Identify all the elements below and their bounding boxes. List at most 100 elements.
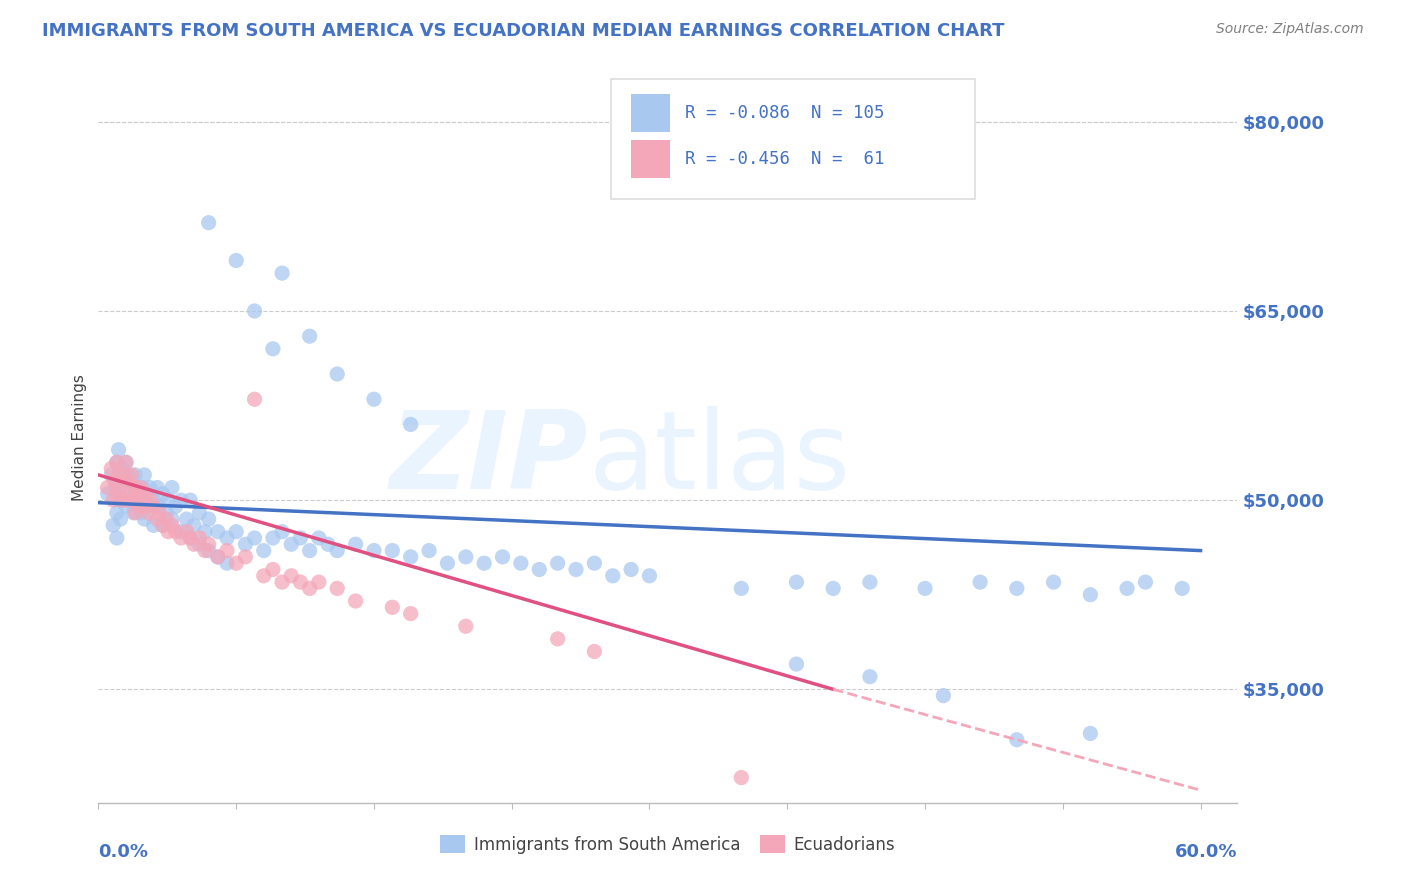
Point [399,417,422,432]
Point [207,549,229,564]
Point [253,569,276,583]
Point [785,657,807,671]
Point [262,531,284,545]
Legend: Immigrants from South America, Ecuadorians: Immigrants from South America, Ecuadoria… [434,829,901,860]
Text: R = -0.456  N =  61: R = -0.456 N = 61 [685,150,884,168]
Point [100,461,122,475]
Point [104,474,127,488]
Text: IMMIGRANTS FROM SOUTH AMERICA VS ECUADORIAN MEDIAN EARNINGS CORRELATION CHART: IMMIGRANTS FROM SOUTH AMERICA VS ECUADOR… [42,22,1005,40]
Point [308,575,330,590]
Point [134,512,156,526]
Point [932,689,955,703]
Point [194,524,217,539]
Point [136,500,159,514]
FancyBboxPatch shape [631,140,671,178]
Point [112,481,135,495]
Point [454,619,477,633]
Point [155,506,177,520]
Point [399,607,422,621]
Point [1042,575,1064,590]
FancyBboxPatch shape [612,78,976,200]
Point [399,549,422,564]
Point [316,537,339,551]
Point [117,467,139,482]
Point [115,493,138,508]
Point [280,537,302,551]
Point [148,500,170,514]
Point [207,549,229,564]
Point [188,537,211,551]
Point [188,531,211,545]
Point [243,304,266,318]
Point [135,487,157,501]
Point [139,493,162,508]
Point [207,524,229,539]
Point [197,512,219,526]
Point [157,524,180,539]
Point [225,524,247,539]
Point [1116,582,1139,596]
Point [97,481,120,495]
Point [298,543,321,558]
Point [344,537,367,551]
Point [454,549,477,564]
Point [142,493,165,508]
Point [565,562,588,576]
Point [101,518,124,533]
Point [101,493,124,508]
Point [225,556,247,570]
Point [176,512,198,526]
Point [290,575,312,590]
Point [170,493,193,508]
Point [118,487,141,501]
Point [381,600,404,615]
Point [197,537,219,551]
Text: ZIP: ZIP [389,406,588,512]
Point [128,500,150,514]
Point [129,506,152,520]
Point [271,575,294,590]
Text: 60.0%: 60.0% [1175,843,1237,861]
Point [142,518,165,533]
Point [363,392,385,407]
Point [124,506,146,520]
Point [128,487,150,501]
Point [914,582,936,596]
Point [152,518,174,533]
Point [1171,582,1194,596]
Y-axis label: Median Earnings: Median Earnings [72,374,87,500]
Point [111,493,134,508]
Point [179,531,201,545]
Text: Source: ZipAtlas.com: Source: ZipAtlas.com [1216,22,1364,37]
Point [491,549,513,564]
Point [730,582,752,596]
Point [142,500,165,514]
Point [253,543,276,558]
Point [135,493,157,508]
Point [97,487,120,501]
Point [969,575,991,590]
Point [105,506,128,520]
Point [326,543,349,558]
Point [110,493,132,508]
Point [179,531,201,545]
Point [124,481,146,495]
Point [107,467,129,482]
Point [271,524,294,539]
Point [308,531,330,545]
Point [326,582,349,596]
Point [134,467,156,482]
Point [105,487,128,501]
Point [165,524,187,539]
Point [122,506,145,520]
Point [1135,575,1157,590]
Point [139,481,162,495]
Point [215,556,238,570]
Point [262,562,284,576]
Point [170,524,193,539]
Point [363,543,385,558]
Text: 0.0%: 0.0% [98,843,149,861]
Point [152,487,174,501]
Point [197,216,219,230]
Point [547,556,569,570]
